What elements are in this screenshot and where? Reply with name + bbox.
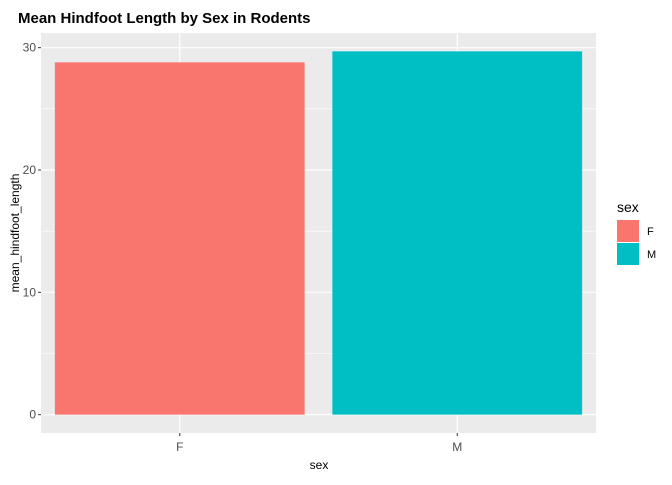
- legend: sex FM: [617, 199, 656, 265]
- legend-title: sex: [617, 199, 639, 215]
- legend-label-M: M: [647, 249, 656, 261]
- legend-key-M: [617, 243, 639, 265]
- bars: [54, 51, 583, 415]
- x-axis-label: sex: [310, 458, 329, 472]
- axes: 0 10 20 30 F M: [23, 41, 463, 454]
- x-tick-label: M: [452, 440, 462, 454]
- legend-key-F: [617, 220, 639, 242]
- y-tick-label: 20: [23, 163, 37, 177]
- bar-F: [54, 62, 305, 415]
- bar-M: [332, 51, 583, 415]
- legend-label-F: F: [647, 226, 654, 238]
- chart-title: Mean Hindfoot Length by Sex in Rodents: [18, 10, 311, 27]
- y-axis-label: mean_hindfoot_length: [8, 174, 22, 293]
- x-tick-label: F: [176, 440, 183, 454]
- y-tick-label: 10: [23, 285, 37, 299]
- y-tick-label: 30: [23, 41, 37, 55]
- y-tick-label: 0: [29, 408, 36, 422]
